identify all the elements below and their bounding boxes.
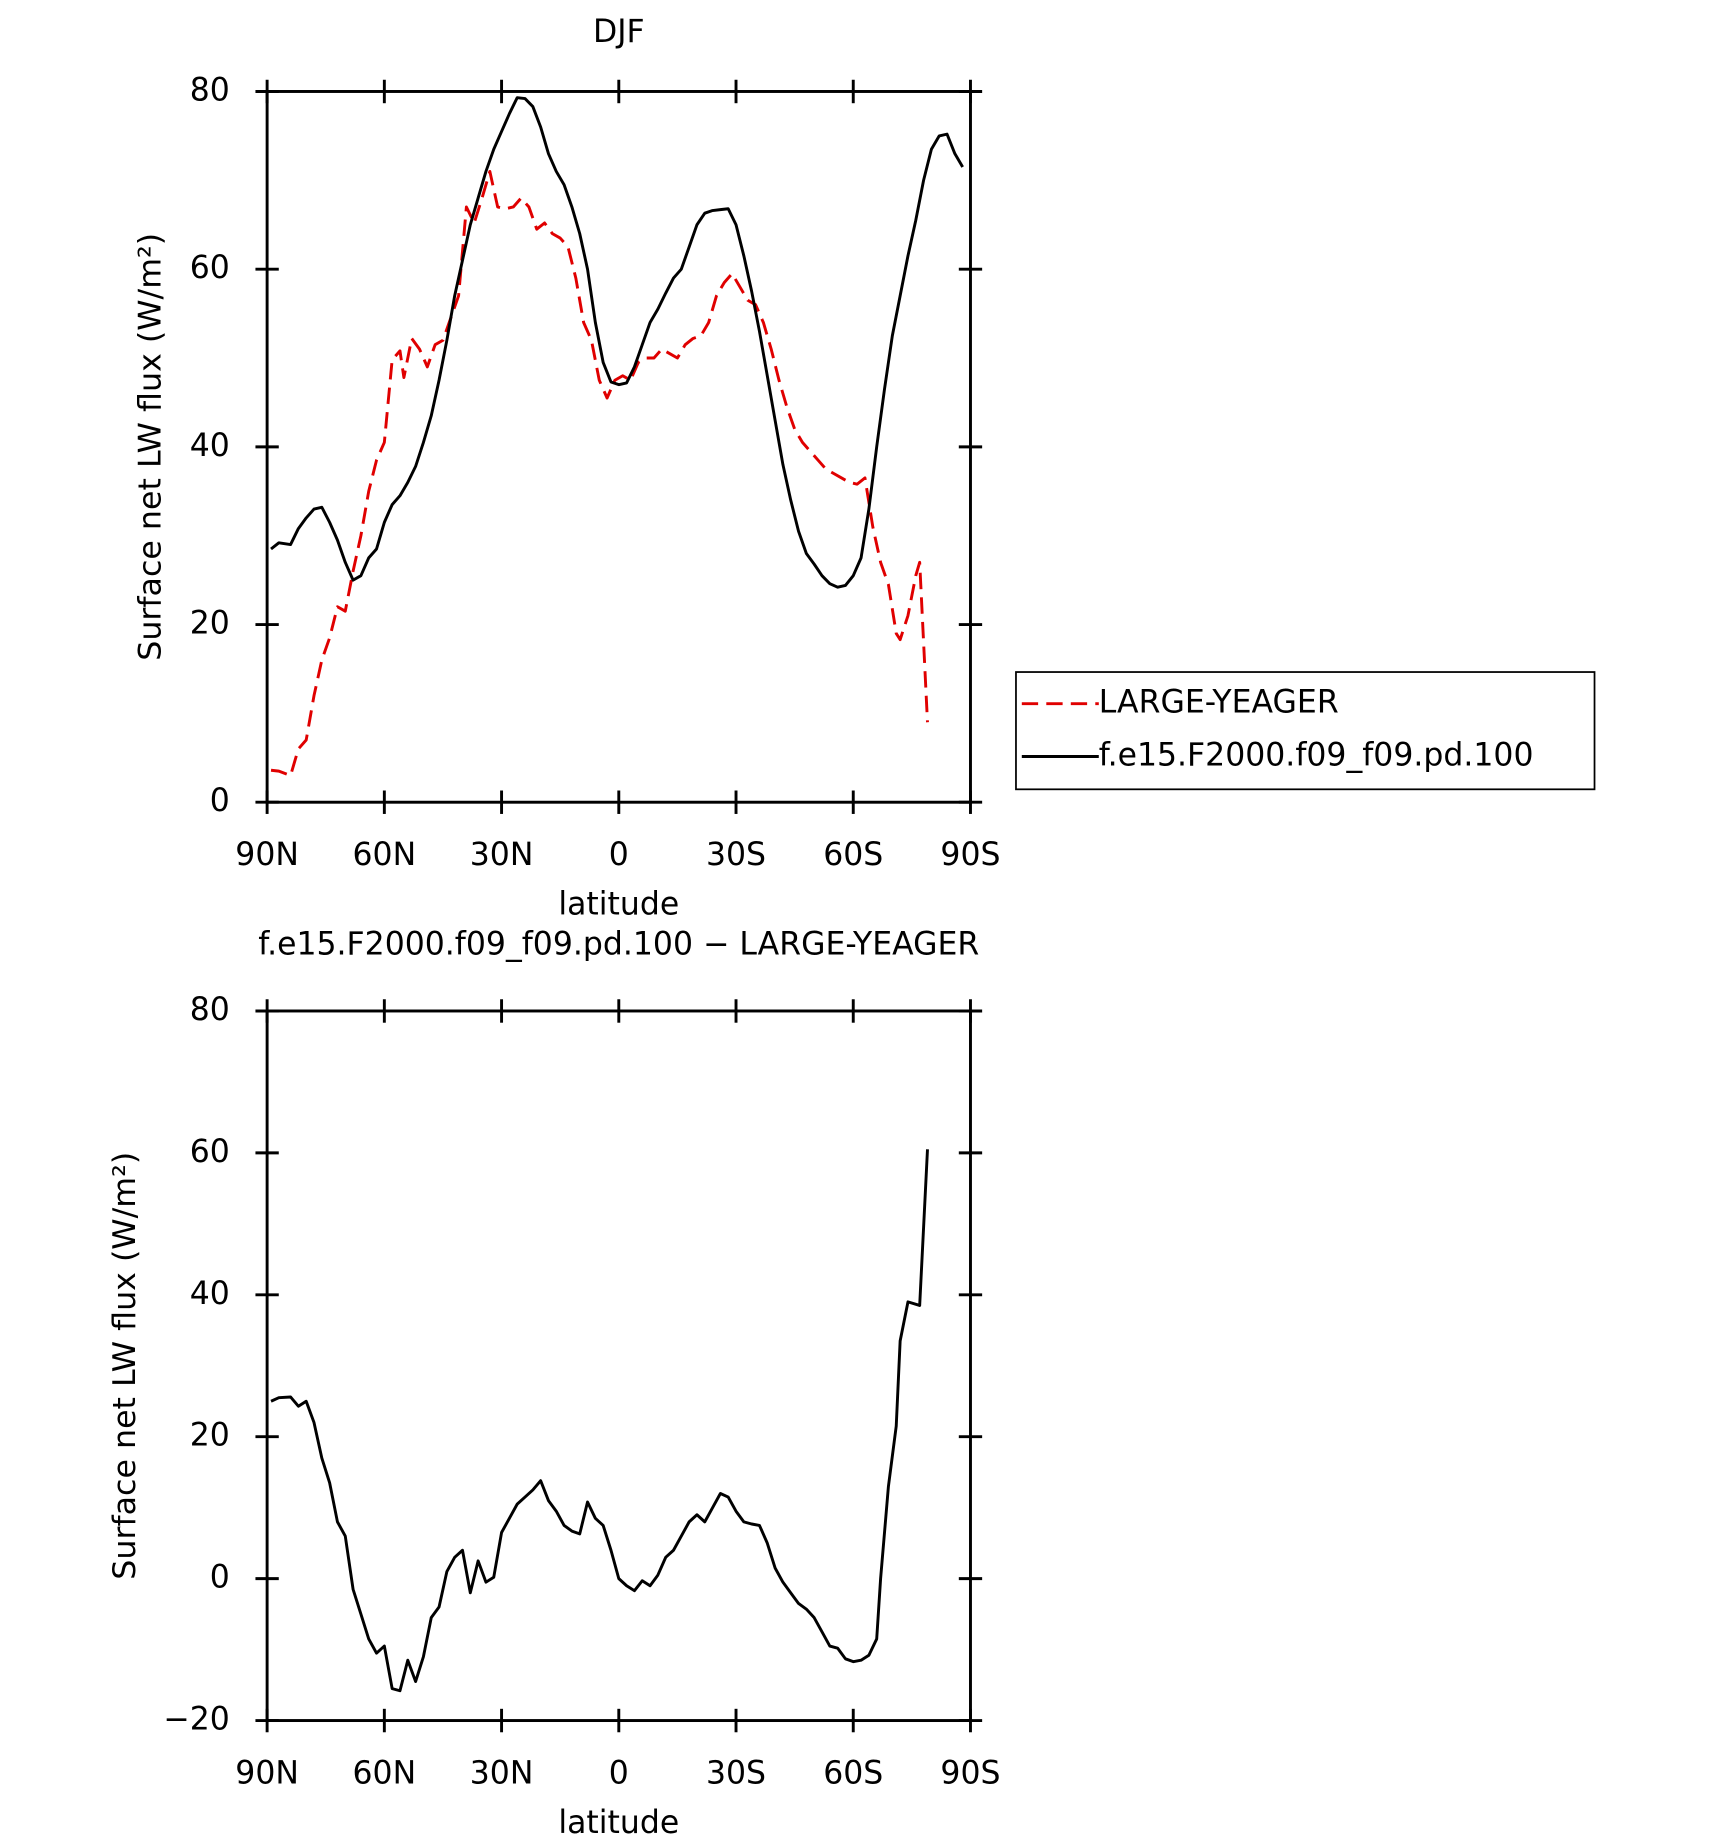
y-axis-label: Surface net LW flux (W/m²) — [133, 233, 169, 661]
x-axis-label: latitude — [558, 886, 679, 922]
y-tick-label: 60 — [190, 250, 230, 286]
y-tick-label: 40 — [190, 428, 230, 464]
plot-frame — [265, 1009, 972, 1723]
x-tick-label: 30S — [706, 837, 766, 873]
x-axis-label: latitude — [558, 1805, 679, 1839]
y-tick-label: 20 — [190, 605, 230, 641]
x-tick-label: 60N — [353, 837, 417, 873]
y-axis-label: Surface net LW flux (W/m²) — [107, 1152, 143, 1580]
legend-box — [1015, 671, 1596, 791]
x-tick-label: 90N — [235, 1755, 299, 1791]
x-tick-label: 90S — [940, 1755, 1000, 1791]
x-tick-label: 0 — [609, 837, 629, 873]
x-tick-label: 0 — [609, 1755, 629, 1791]
chart-title: f.e15.F2000.f09_f09.pd.100 − LARGE-YEAGE… — [258, 926, 979, 962]
y-tick-label: 80 — [190, 72, 230, 108]
y-tick-label: 60 — [190, 1134, 230, 1170]
x-tick-label: 60S — [823, 1755, 883, 1791]
legend-label: f.e15.F2000.f09_f09.pd.100 — [1099, 737, 1534, 773]
x-tick-label: 90S — [940, 837, 1000, 873]
y-tick-label: −20 — [163, 1701, 229, 1737]
x-tick-label: 60N — [353, 1755, 417, 1791]
y-tick-label: 80 — [190, 992, 230, 1028]
x-tick-label: 30N — [470, 837, 534, 873]
y-tick-label: 0 — [210, 1560, 230, 1596]
legend-label: LARGE-YEAGER — [1099, 685, 1339, 721]
data-line — [270, 1149, 929, 1693]
x-tick-label: 90N — [235, 837, 299, 873]
data-line — [270, 169, 929, 778]
chart-title: DJF — [593, 14, 645, 50]
x-tick-label: 30N — [470, 1755, 534, 1791]
y-tick-label: 20 — [190, 1418, 230, 1454]
data-line — [270, 96, 964, 589]
y-tick-label: 40 — [190, 1276, 230, 1312]
plot-frame — [265, 90, 972, 804]
y-tick-label: 0 — [210, 783, 230, 819]
x-tick-label: 60S — [823, 837, 883, 873]
x-tick-label: 30S — [706, 1755, 766, 1791]
